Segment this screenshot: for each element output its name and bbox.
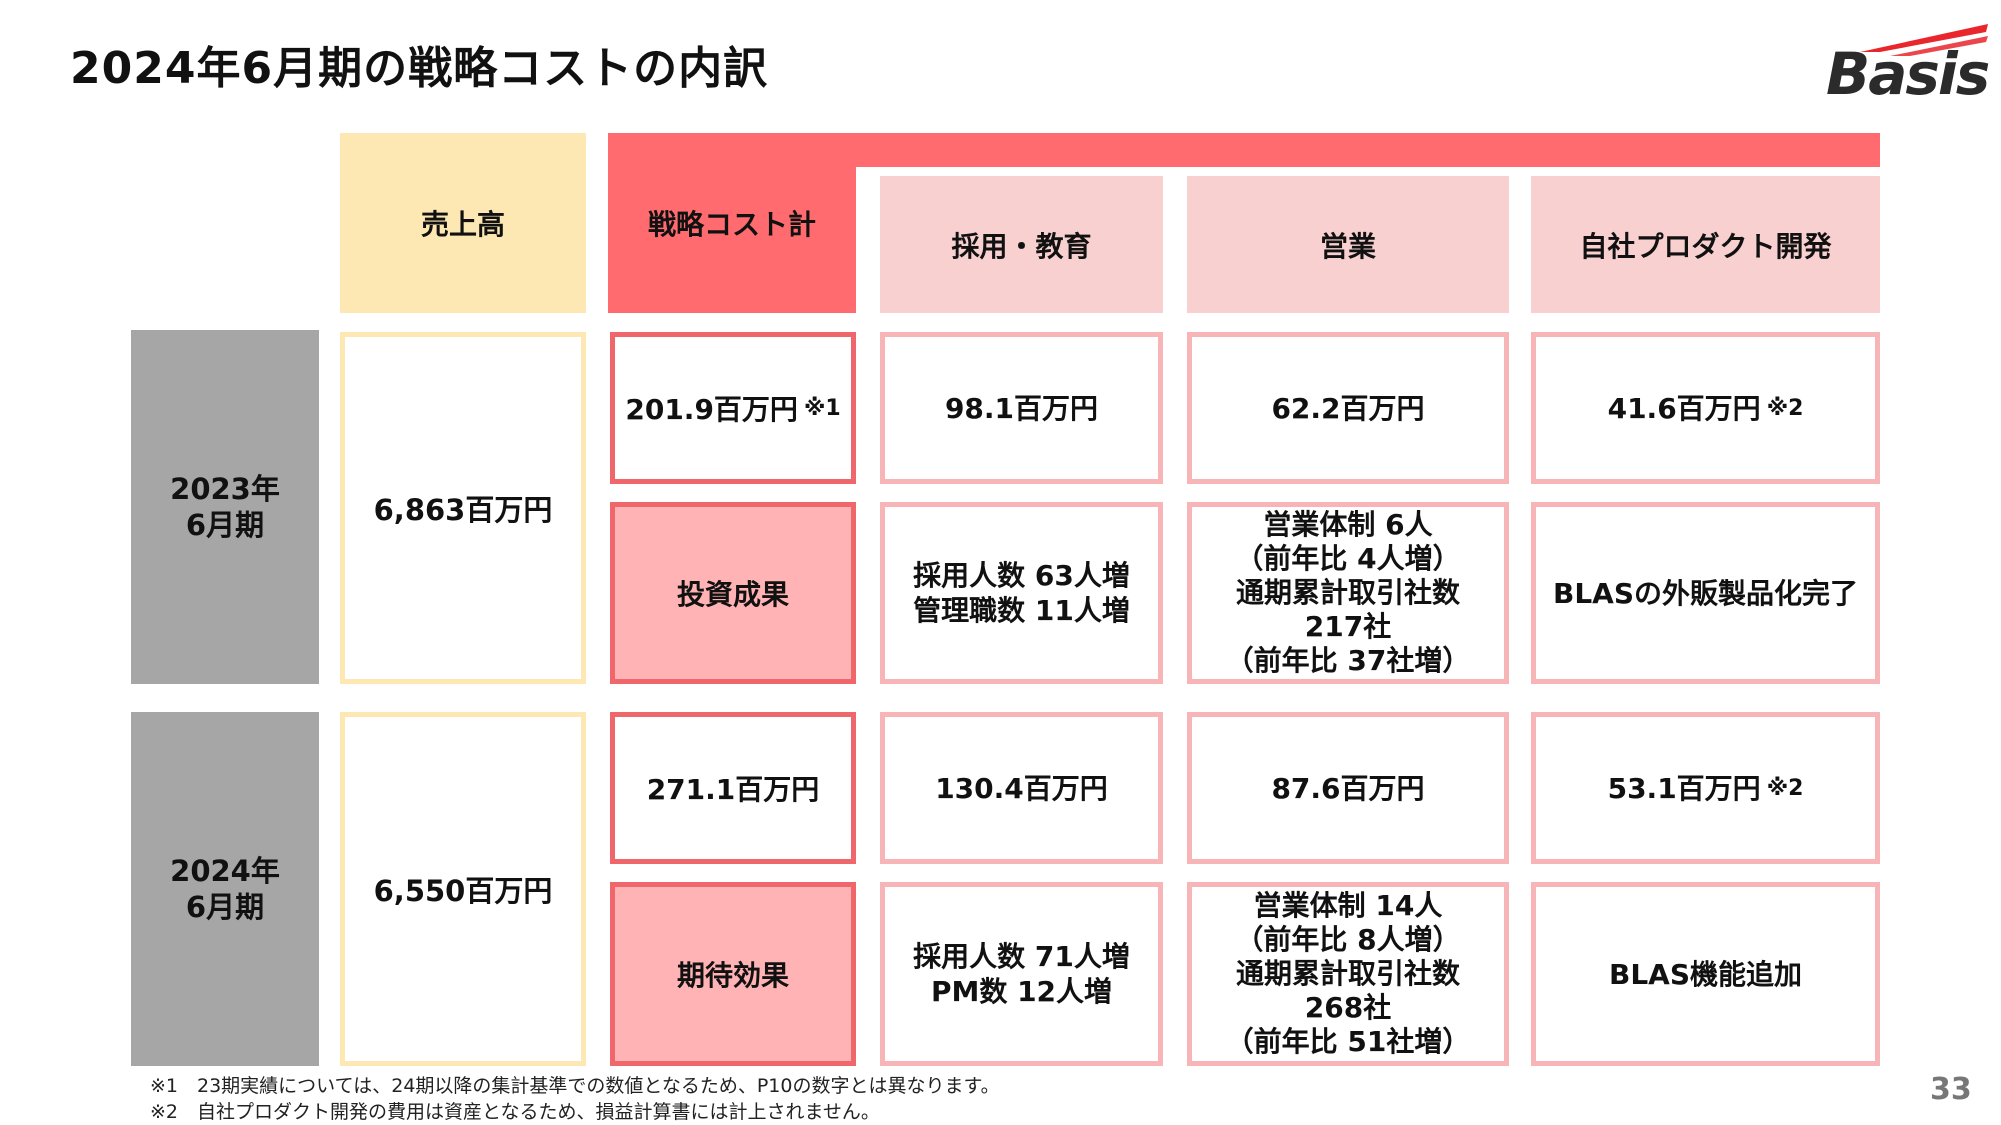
- footnote-1: ※1 23期実績については、24期以降の集計基準での数値となるため、P10の数字…: [150, 1075, 1000, 1097]
- effect-line: （前年比 4人増）: [1235, 542, 1461, 575]
- sales-value-2024: 6,550百万円: [340, 712, 586, 1066]
- footnote-mark: ※1: [803, 395, 841, 421]
- strategic-total-2023: 201.9百万円 ※1: [610, 332, 856, 484]
- sales-effect-2024: 営業体制 14人 （前年比 8人増） 通期累計取引社数 268社 （前年比 51…: [1187, 882, 1509, 1066]
- product-effect-2024: BLAS機能追加: [1531, 882, 1880, 1066]
- footnote-2: ※2 自社プロダクト開発の費用は資産となるため、損益計算書には計上されません。: [150, 1101, 880, 1123]
- row-label-year: 2023年: [170, 472, 280, 506]
- row-label-period: 6月期: [185, 508, 265, 542]
- effect-line: 通期累計取引社数: [1235, 576, 1460, 609]
- strategic-total-value: 271.1百万円: [646, 773, 820, 806]
- sales-cost-2024: 87.6百万円: [1187, 712, 1509, 864]
- recruit-effect-2023: 採用人数 63人増 管理職数 11人増: [880, 502, 1163, 684]
- effect-line: 通期累計取引社数: [1235, 957, 1460, 990]
- strategic-total-value: 201.9百万円: [625, 393, 798, 426]
- strategic-total-2024: 271.1百万円: [610, 712, 856, 864]
- effect-line: 営業体制 6人: [1263, 508, 1433, 541]
- effect-line: 営業体制 14人: [1253, 889, 1443, 922]
- product-cost-value: 41.6百万円: [1607, 391, 1761, 425]
- recruit-cost-2024: 130.4百万円: [880, 712, 1163, 864]
- effect-line: （前年比 51社増）: [1225, 1025, 1471, 1058]
- effect-line: 採用人数 63人増: [913, 559, 1130, 592]
- row-label-year: 2024年: [170, 854, 280, 888]
- effect-line: （前年比 37社増）: [1225, 644, 1471, 677]
- product-cost-2023: 41.6百万円 ※2: [1531, 332, 1880, 484]
- effect-line: 採用人数 71人増: [913, 940, 1130, 973]
- effect-line: PM数 12人増: [930, 975, 1113, 1008]
- sales-effect-2023: 営業体制 6人 （前年比 4人増） 通期累計取引社数 217社 （前年比 37社…: [1187, 502, 1509, 684]
- row-label-period: 6月期: [185, 890, 265, 924]
- effect-line: 217社: [1304, 610, 1392, 643]
- basis-logo: Basis: [1820, 18, 1990, 108]
- footnote-mark: ※2: [1766, 775, 1804, 801]
- effect-line: （前年比 8人増）: [1235, 923, 1461, 956]
- logo-text: Basis: [1826, 40, 1990, 108]
- header-sales: 売上高: [340, 133, 586, 313]
- sales-value-2023: 6,863百万円: [340, 332, 586, 684]
- effect-line: 268社: [1304, 991, 1392, 1024]
- footnote-mark: ※2: [1766, 395, 1804, 421]
- effect-label-2024: 期待効果: [610, 882, 856, 1066]
- page-number: 33: [1930, 1072, 1972, 1107]
- header-sales-dept: 営業: [1187, 176, 1509, 313]
- page-title: 2024年6月期の戦略コストの内訳: [70, 43, 769, 94]
- product-effect-2023: BLASの外販製品化完了: [1531, 502, 1880, 684]
- header-strategic-total: 戦略コスト計: [608, 133, 856, 313]
- row-label-2024: 2024年 6月期: [131, 712, 319, 1066]
- row-label-2023: 2023年 6月期: [131, 330, 319, 684]
- effect-line: 管理職数 11人増: [913, 594, 1130, 627]
- effect-label-2023: 投資成果: [610, 502, 856, 684]
- header-product: 自社プロダクト開発: [1531, 176, 1880, 313]
- recruit-effect-2024: 採用人数 71人増 PM数 12人増: [880, 882, 1163, 1066]
- product-cost-value: 53.1百万円: [1607, 771, 1761, 805]
- recruit-cost-2023: 98.1百万円: [880, 332, 1163, 484]
- product-cost-2024: 53.1百万円 ※2: [1531, 712, 1880, 864]
- sales-cost-2023: 62.2百万円: [1187, 332, 1509, 484]
- header-recruit: 採用・教育: [880, 176, 1163, 313]
- logo-swoosh-icon: [1860, 24, 1988, 56]
